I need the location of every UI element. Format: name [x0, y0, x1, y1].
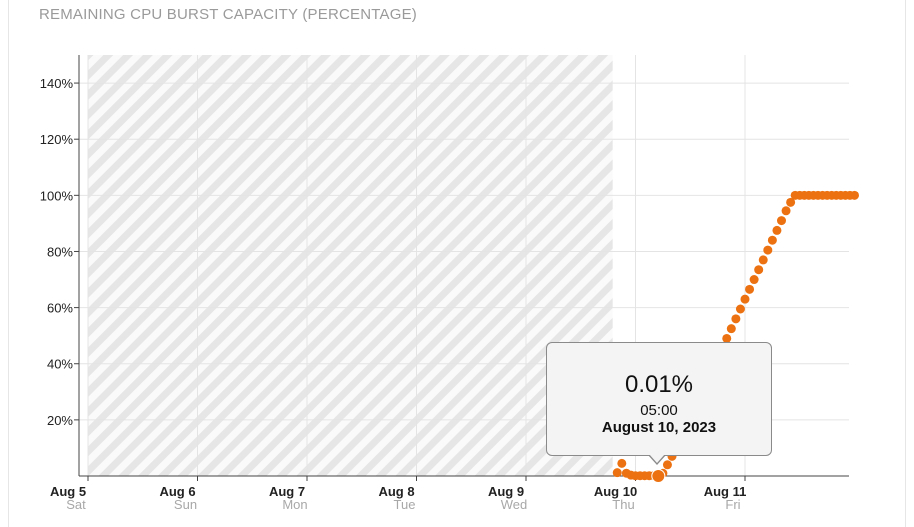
data-point	[758, 255, 768, 265]
x-tick-label: Aug 8	[378, 484, 414, 499]
data-point	[763, 245, 773, 255]
data-tooltip: 0.01% 05:00 August 10, 2023	[546, 342, 772, 456]
data-point	[749, 275, 759, 285]
x-tick-day: Mon	[282, 497, 307, 512]
x-tick-day: Thu	[612, 497, 634, 512]
data-point	[786, 197, 796, 207]
data-point	[767, 235, 777, 245]
x-tick-day: Tue	[394, 497, 416, 512]
x-tick-day: Fri	[725, 497, 740, 512]
x-tick-day: Sat	[66, 497, 86, 512]
data-point	[772, 225, 782, 235]
x-tick-label: Aug 7	[269, 484, 305, 499]
tooltip-pointer-fill	[649, 454, 665, 463]
highlight-point	[651, 468, 666, 483]
data-point	[617, 458, 627, 468]
data-point	[745, 284, 755, 294]
data-point	[726, 324, 736, 334]
x-tick-day: Sun	[174, 497, 197, 512]
y-tick-label: 140%	[40, 76, 74, 91]
tooltip-value: 0.01%	[624, 371, 694, 398]
tooltip-time: 05:00	[640, 402, 678, 419]
data-point	[735, 304, 745, 314]
data-point	[781, 206, 791, 216]
x-tick-label: Aug 5	[50, 484, 86, 499]
y-tick-label: 60%	[47, 301, 73, 316]
chart-panel: REMAINING CPU BURST CAPACITY (PERCENTAGE…	[8, 0, 906, 527]
y-tick-label: 40%	[47, 357, 73, 372]
y-tick-label: 100%	[40, 188, 74, 203]
data-point	[850, 190, 859, 200]
no-data-region	[88, 55, 613, 476]
data-point	[777, 216, 786, 226]
y-tick-label: 20%	[47, 413, 73, 428]
data-point	[612, 468, 622, 478]
x-tick-label: Aug 10	[594, 484, 637, 499]
y-tick-label: 120%	[40, 132, 74, 147]
data-point	[740, 294, 750, 304]
x-tick-label: Aug 11	[704, 484, 747, 499]
x-tick-label: Aug 9	[488, 484, 524, 499]
x-tick-day: Wed	[501, 497, 528, 512]
chart-title: REMAINING CPU BURST CAPACITY (PERCENTAGE…	[39, 6, 417, 23]
data-point	[722, 333, 732, 343]
data-point	[731, 314, 741, 324]
data-point	[754, 265, 764, 275]
tooltip-date: August 10, 2023	[601, 419, 717, 436]
y-tick-label: 80%	[47, 244, 73, 259]
x-tick-label: Aug 6	[159, 484, 195, 499]
